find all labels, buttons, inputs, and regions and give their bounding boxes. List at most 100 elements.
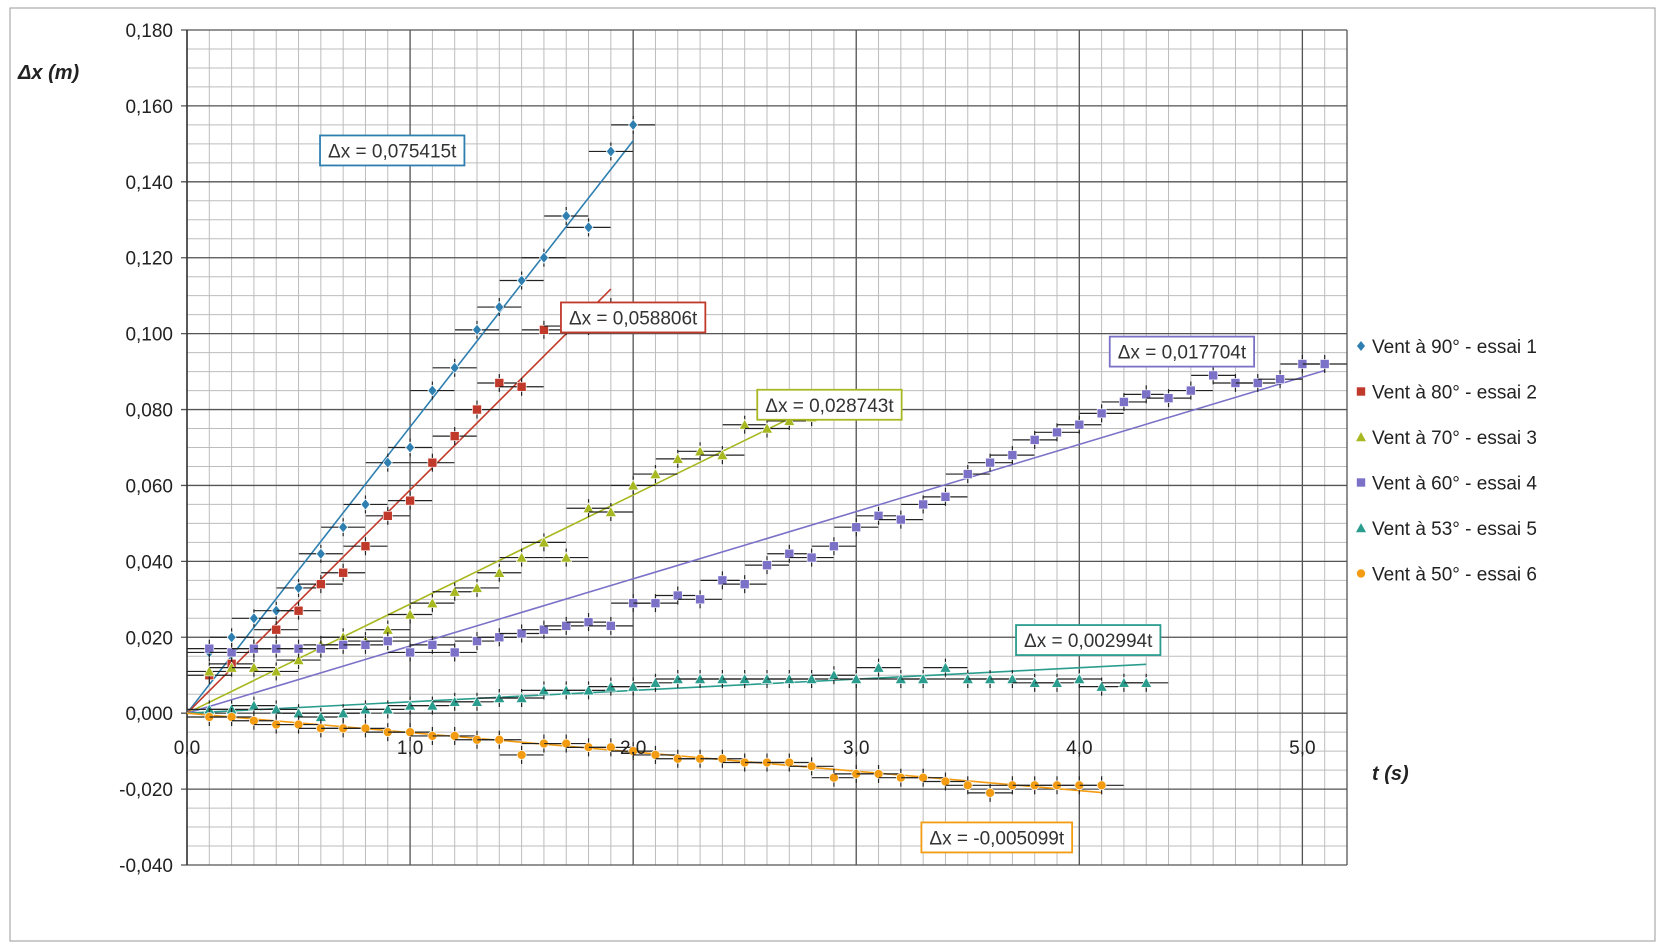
data-point	[539, 624, 549, 635]
data-point	[404, 608, 417, 620]
data-point	[628, 118, 639, 131]
x-tick-label: 3,0	[843, 738, 869, 759]
y-tick-label: 0,060	[125, 476, 173, 497]
data-point	[203, 665, 216, 677]
y-tick-label: 0,080	[125, 401, 173, 422]
data-point	[360, 541, 371, 551]
data-point	[204, 643, 215, 654]
data-point	[427, 457, 438, 468]
data-point	[985, 457, 995, 468]
data-point	[1354, 430, 1368, 442]
data-point	[516, 274, 527, 287]
data-point	[1007, 450, 1018, 460]
y-tick-labels: 0,180 0,160 0,140 0,120 0,100 0,080 0,060 0,040…	[119, 21, 173, 877]
x-axis-title: t (s)	[1372, 763, 1409, 785]
data-point	[472, 323, 482, 336]
fit-equation-label: Δx = 0,028743t	[765, 396, 894, 417]
data-point	[760, 422, 774, 434]
data-point	[649, 467, 662, 479]
data-point	[1073, 672, 1086, 684]
data-point	[338, 567, 348, 578]
data-point	[896, 514, 906, 525]
legend-entry: Vent à 53° - essai 5	[1372, 519, 1537, 540]
data-point	[249, 612, 259, 625]
data-point	[539, 251, 549, 264]
data-point	[717, 575, 728, 586]
data-point	[1096, 780, 1107, 791]
legend-entry: Vent à 60° - essai 4	[1372, 474, 1537, 495]
data-point	[1208, 370, 1218, 381]
data-point	[427, 640, 438, 650]
data-point	[360, 498, 371, 511]
data-point	[1029, 435, 1040, 445]
data-point	[472, 636, 482, 646]
data-point	[628, 746, 638, 756]
fit-equation-labels: Δx = 0,075415t Δx = 0,058806t Δx = 0,02874…	[319, 134, 1256, 854]
data-point	[605, 145, 616, 158]
data-point	[271, 624, 282, 635]
data-point	[738, 418, 751, 430]
data-point	[561, 621, 572, 631]
data-point	[829, 541, 839, 551]
y-tick-label: 0,100	[125, 325, 173, 346]
data-point	[850, 672, 863, 684]
data-point	[917, 672, 930, 684]
data-point	[1163, 393, 1174, 403]
data-point	[873, 769, 884, 779]
data-point	[449, 731, 460, 741]
data-point	[271, 604, 282, 617]
data-point	[494, 301, 505, 314]
data-point	[493, 566, 506, 578]
data-point	[1275, 374, 1285, 384]
data-point	[940, 776, 951, 787]
y-tick-label: 0,180	[125, 21, 173, 42]
data-point	[448, 585, 461, 597]
y-tick-label: -0,020	[119, 780, 173, 801]
data-point	[1119, 397, 1129, 407]
data-point	[338, 521, 349, 534]
data-point	[293, 719, 304, 730]
data-point	[494, 734, 505, 745]
fit-equation-label: Δx = 0,058806t	[569, 308, 698, 329]
y-tick-label: 0,120	[125, 249, 173, 270]
data-point	[1356, 568, 1366, 579]
data-point	[470, 695, 484, 707]
data-point	[805, 672, 818, 684]
y-tick-label: 0,040	[125, 552, 173, 573]
fit-line	[186, 407, 812, 714]
data-point	[1356, 477, 1366, 488]
data-point	[694, 445, 707, 457]
data-point	[226, 647, 237, 658]
fit-line	[186, 663, 1147, 714]
data-point	[649, 676, 662, 688]
data-point	[1095, 680, 1108, 692]
x-tick-label: 2,0	[620, 738, 646, 759]
fit-equation-box	[1108, 335, 1256, 368]
y-tick-label: -0,040	[119, 856, 173, 877]
y-axis-title: Δx (m)	[17, 62, 80, 84]
data-point	[360, 723, 371, 734]
legend: Vent à 90° - essai 1 Vent à 80° - essai 2…	[1354, 337, 1537, 586]
data-point	[293, 605, 304, 616]
data-point	[315, 547, 326, 560]
fit-equation-label: Δx = 0,002994t	[1024, 631, 1153, 652]
data-point	[316, 579, 326, 589]
data-point	[784, 548, 795, 559]
data-point	[226, 631, 237, 644]
data-point	[247, 699, 260, 711]
data-point	[515, 551, 528, 563]
x-tick-label: 1,0	[397, 738, 423, 759]
data-point	[582, 684, 595, 696]
data-point	[539, 325, 549, 335]
fit-equation-label: Δx = -0,005099t	[929, 828, 1064, 849]
data-point	[985, 788, 995, 798]
data-point	[561, 738, 572, 749]
data-point	[226, 712, 237, 722]
data-point	[962, 469, 973, 479]
data-point	[247, 661, 260, 673]
data-point	[762, 560, 772, 570]
data-point	[561, 210, 572, 222]
legend-entry: Vent à 80° - essai 2	[1372, 383, 1537, 404]
data-point	[270, 665, 283, 677]
